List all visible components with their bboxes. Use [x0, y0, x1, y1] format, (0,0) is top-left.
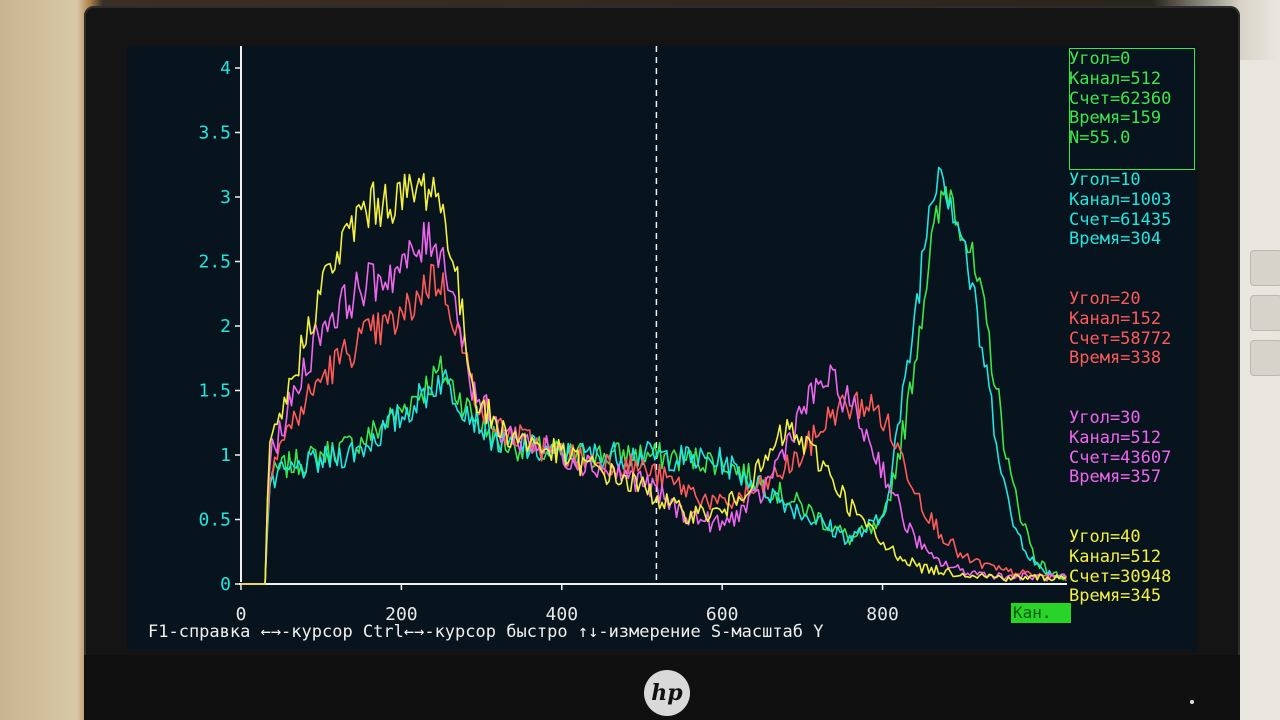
- legend-line: Канал=1003: [1069, 189, 1172, 210]
- series-line-3: [241, 221, 1067, 585]
- spectrum-chart: 0 0.5 1 1.5 2 2.5 3 3.5 4 0 200 400 600 800: [198, 46, 1067, 625]
- legend-line: Угол=30: [1069, 408, 1141, 428]
- legend-line: Канал=512: [1069, 68, 1162, 89]
- legend-line: Время=357: [1069, 467, 1162, 488]
- legend-line: Угол=0: [1069, 49, 1131, 69]
- monitor-screen: 0 0.5 1 1.5 2 2.5 3 3.5 4 0 200 400 600 800: [127, 46, 1197, 650]
- y-tick-label: 0.5: [198, 510, 231, 531]
- drive-bay: [1250, 340, 1280, 376]
- y-tick-label: 1: [220, 445, 231, 466]
- series-line-1: [241, 166, 1067, 585]
- legend-line: Счет=58772: [1069, 328, 1172, 349]
- x-axis-label: Кан.: [1011, 603, 1071, 623]
- y-tick-label: 2: [220, 316, 231, 337]
- legend-line: Время=304: [1069, 229, 1162, 250]
- legend-line: Канал=152: [1069, 308, 1162, 329]
- x-tick-label: 600: [706, 604, 739, 625]
- legend-line: Время=345: [1069, 586, 1162, 607]
- legend-panel: Угол=30 Канал=512 Счет=43607 Время=357: [1069, 408, 1172, 488]
- y-tick-label: 1.5: [198, 381, 231, 402]
- legend-line: Счет=30948: [1069, 566, 1172, 587]
- legend-line: N=55.0: [1069, 128, 1131, 149]
- y-tick-label: 3: [220, 187, 231, 208]
- legend-panel: Угол=20 Канал=152 Счет=58772 Время=338: [1069, 289, 1172, 369]
- drive-bay: [1250, 295, 1280, 331]
- legend-line: Угол=40: [1069, 527, 1141, 547]
- legend-line: Время=159: [1069, 108, 1162, 129]
- hp-logo: hp: [644, 670, 690, 716]
- series-line-4: [241, 173, 1067, 585]
- chart-series: [241, 166, 1067, 585]
- y-tick-label: 3.5: [198, 123, 231, 144]
- legend-panel: Угол=0 Канал=512 Счет=62360 Время=159 N=55.0: [1069, 49, 1172, 149]
- legend-line: Угол=20: [1069, 289, 1141, 309]
- help-line: F1-справка ←→-курсор Ctrl←→-курсор быстр…: [148, 622, 824, 642]
- legend-line: Счет=62360: [1069, 88, 1172, 109]
- x-tick-label: 200: [385, 604, 418, 625]
- legend-line: Время=338: [1069, 348, 1162, 369]
- y-tick-label: 4: [220, 58, 231, 79]
- chart-axes: 0 0.5 1 1.5 2 2.5 3 3.5 4 0 200 400 600 800: [198, 46, 1067, 625]
- drive-bay: [1250, 250, 1280, 286]
- pc-case: [1240, 60, 1280, 720]
- legend-panel: Угол=10 Канал=1003 Счет=61435 Время=304: [1069, 170, 1172, 250]
- series-line-0: [241, 185, 1067, 585]
- legend-panel: Угол=40 Канал=512 Счет=30948 Время=345: [1069, 527, 1172, 607]
- legend-line: Канал=512: [1069, 546, 1162, 567]
- x-tick-label: 400: [546, 604, 579, 625]
- legend-line: Счет=61435: [1069, 209, 1172, 230]
- y-tick-label: 0: [220, 574, 231, 595]
- x-tick-label: 800: [866, 604, 899, 625]
- series-line-2: [241, 263, 1067, 585]
- selected-legend-box: [1069, 48, 1195, 170]
- legend-line: Канал=512: [1069, 427, 1162, 448]
- power-led: [1190, 700, 1194, 704]
- x-tick-label: 0: [236, 604, 247, 625]
- legend-line: Счет=43607: [1069, 447, 1172, 468]
- legend-line: Угол=10: [1069, 170, 1141, 190]
- y-tick-label: 2.5: [198, 252, 231, 273]
